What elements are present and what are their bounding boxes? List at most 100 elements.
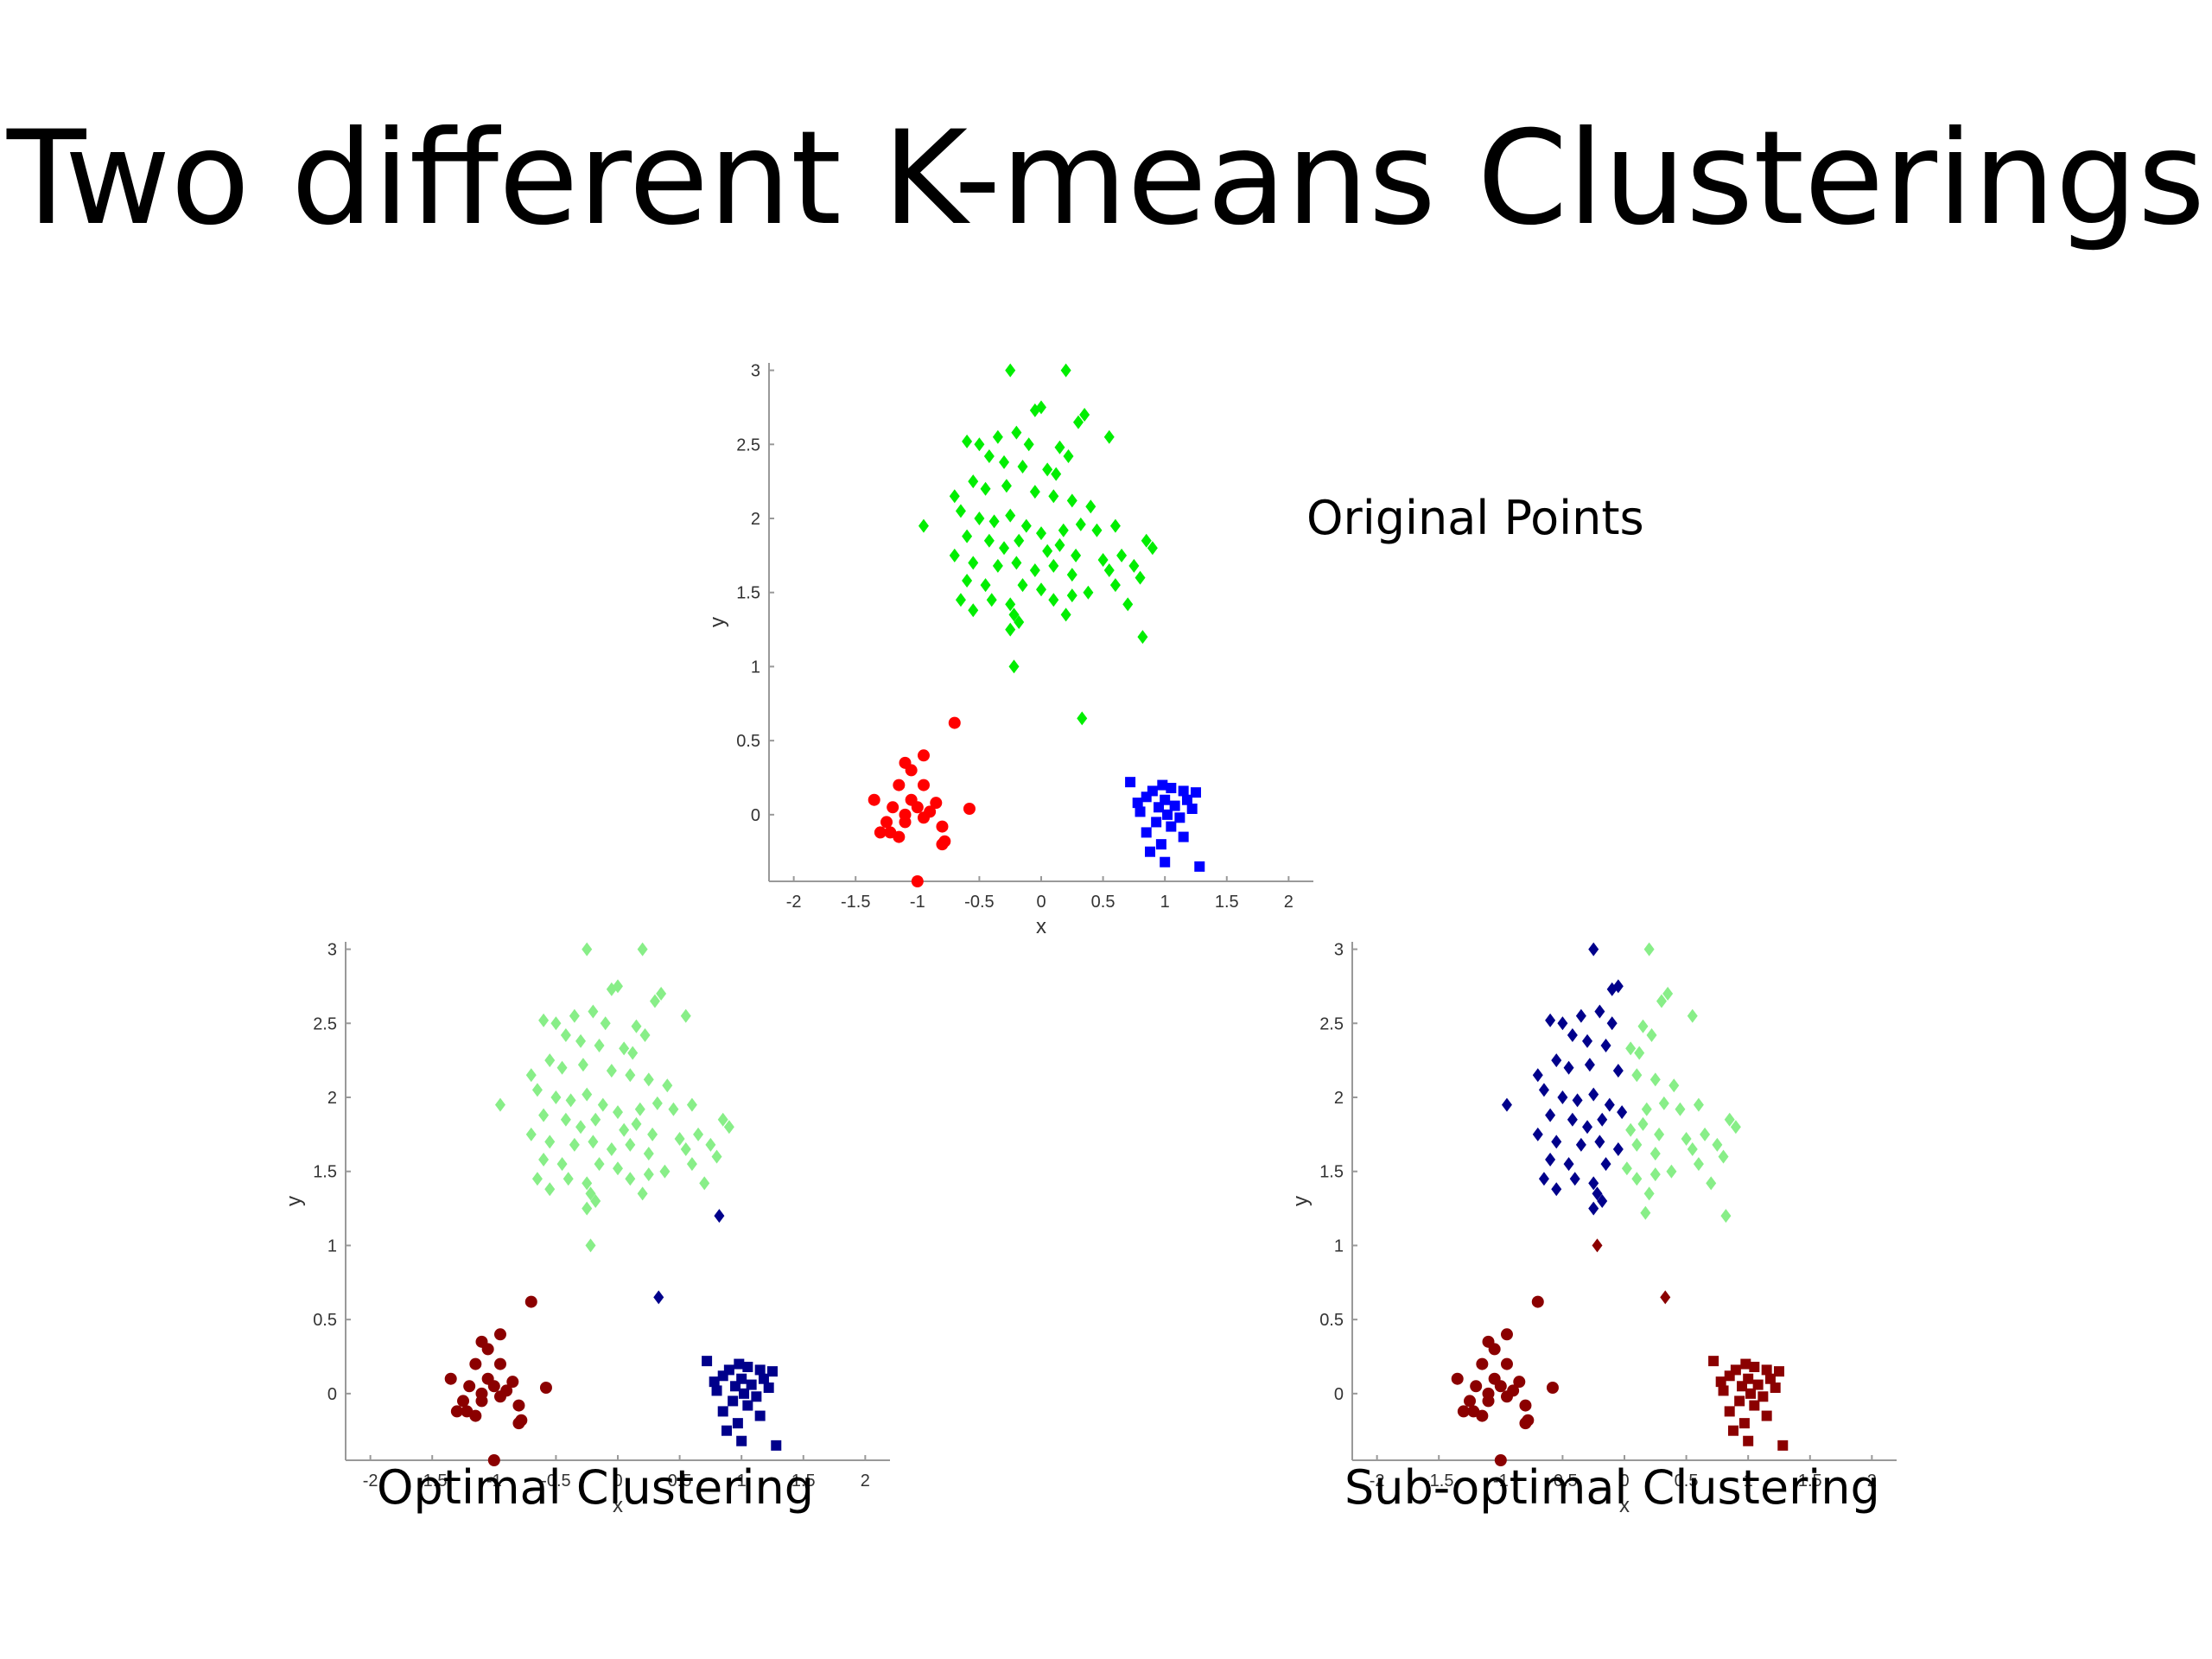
- scatter-point-diamond: [1048, 558, 1059, 573]
- scatter-point-circle: [1482, 1395, 1495, 1408]
- scatter-point-diamond: [1077, 711, 1088, 726]
- x-tick-label: -1: [910, 893, 925, 912]
- scatter-point-circle: [874, 826, 887, 839]
- scatter-point-diamond: [1681, 1132, 1692, 1146]
- y-tick-label: 0: [327, 1385, 337, 1404]
- scatter-point-diamond: [494, 1097, 505, 1112]
- scatter-point-diamond: [1545, 1153, 1556, 1166]
- scatter-point-diamond: [1569, 1172, 1580, 1186]
- optimal-clustering-svg: -2 -1.5 -1 -0.5 0 0.5 1 1.5 2 0 0.5 1 1.5 2 2.5 3 x y: [285, 941, 890, 1512]
- scatter-point-square: [1761, 1410, 1772, 1421]
- scatter-point-diamond: [582, 1201, 593, 1216]
- scatter-point-circle: [930, 797, 943, 810]
- scatter-point-diamond: [1532, 1127, 1543, 1141]
- scatter-point-diamond: [606, 1142, 617, 1156]
- scatter-point-diamond: [1567, 1028, 1578, 1042]
- scatter-point-diamond: [1079, 408, 1090, 422]
- scatter-point-diamond: [1051, 467, 1062, 481]
- caption-original-points: Original Points: [1306, 491, 1644, 545]
- y-tick-label: 0.5: [313, 1311, 337, 1330]
- scatter-point-square: [1166, 821, 1177, 832]
- scatter-point-diamond: [1001, 479, 1012, 493]
- x-tick-label: 1.5: [1798, 1471, 1822, 1491]
- x-tick-label: 1: [1744, 1471, 1753, 1491]
- scatter-point-diamond: [1017, 578, 1028, 593]
- scatter-point-diamond: [538, 1153, 550, 1166]
- scatter-point-diamond: [627, 1046, 639, 1060]
- scatter-point-square: [742, 1400, 753, 1411]
- scatter-point-diamond: [1631, 1068, 1643, 1083]
- scatter-point-diamond: [714, 1209, 725, 1224]
- scatter-point-diamond: [1122, 597, 1134, 612]
- scatter-point-diamond: [1141, 533, 1152, 548]
- y-tick-label: 1.5: [1319, 1163, 1344, 1182]
- scatter-point-diamond: [569, 1137, 580, 1152]
- scatter-point-diamond: [1054, 440, 1065, 454]
- scatter-point-diamond: [1557, 1090, 1568, 1104]
- scatter-point-diamond: [1005, 622, 1016, 637]
- scatter-point-diamond: [1567, 1112, 1578, 1127]
- scatter-point-square: [1169, 800, 1180, 811]
- y-axis-label: y: [285, 1196, 306, 1206]
- scatter-point-diamond: [619, 1041, 630, 1056]
- scatter-point-square: [1708, 1356, 1719, 1367]
- scatter-point-diamond: [1700, 1127, 1711, 1141]
- scatter-point-square: [1160, 856, 1171, 868]
- scatter-point-diamond: [1048, 489, 1059, 504]
- x-tick-label: -2: [786, 893, 802, 912]
- scatter-point-diamond: [1600, 1157, 1611, 1172]
- scatter-point-diamond: [1029, 403, 1040, 417]
- scatter-point-diamond: [631, 1019, 642, 1033]
- scatter-point-diamond: [1563, 1157, 1574, 1172]
- scatter-point-diamond: [1612, 1064, 1624, 1078]
- scatter-point-diamond: [659, 1164, 671, 1179]
- scatter-point-diamond: [1693, 1097, 1704, 1112]
- scatter-point-diamond: [531, 1172, 543, 1186]
- scatter-point-circle: [868, 793, 880, 806]
- scatter-point-diamond: [525, 1127, 537, 1141]
- y-tick-label: 1.5: [313, 1163, 337, 1182]
- scatter-point-square: [1777, 1440, 1789, 1451]
- scatter-point-diamond: [556, 1157, 568, 1172]
- y-tick-label: 0: [751, 806, 760, 825]
- scatter-point-circle: [512, 1417, 525, 1430]
- y-tick-label: 1: [1334, 1236, 1344, 1255]
- scatter-point-diamond: [680, 1008, 691, 1023]
- scatter-point-diamond: [544, 1135, 556, 1149]
- scatter-point-diamond: [560, 1112, 571, 1127]
- y-tick-label: 0.5: [1319, 1311, 1344, 1330]
- scatter-point-diamond: [560, 1028, 571, 1042]
- scatter-point-diamond: [983, 533, 995, 548]
- y-tick-label: 3: [1334, 941, 1344, 960]
- y-tick-label: 1.5: [736, 584, 760, 603]
- scatter-point-diamond: [588, 1135, 599, 1149]
- scatter-point-diamond: [1656, 994, 1667, 1008]
- scatter-point-square: [717, 1370, 728, 1382]
- scatter-point-diamond: [1572, 1093, 1583, 1108]
- scatter-point-square: [1125, 777, 1136, 788]
- scatter-point-diamond: [1103, 563, 1115, 577]
- scatter-point-diamond: [1042, 462, 1053, 477]
- scatter-point-diamond: [1649, 1167, 1661, 1182]
- scatter-point-diamond: [949, 489, 960, 504]
- scatter-point-circle: [917, 811, 930, 824]
- scatter-point-diamond: [1011, 556, 1022, 570]
- x-tick-label: 0.5: [1091, 893, 1116, 912]
- slide-title: Two different K-means Clusterings: [6, 104, 2206, 254]
- scatter-point-diamond: [986, 593, 997, 607]
- scatter-point-diamond: [1597, 1194, 1608, 1208]
- scatter-point-circle: [893, 779, 906, 791]
- x-tick-label: 2: [1284, 893, 1294, 912]
- x-tick-label: 0.5: [1675, 1471, 1699, 1491]
- scatter-point-square: [709, 1376, 720, 1388]
- scatter-point-circle: [487, 1380, 500, 1393]
- scatter-point-diamond: [1557, 1016, 1568, 1031]
- scatter-point-diamond: [1066, 588, 1077, 603]
- scatter-point-diamond: [1649, 1072, 1661, 1087]
- x-tick-label: 0.5: [668, 1471, 692, 1491]
- scatter-point-diamond: [585, 1238, 596, 1253]
- scatter-point-square: [751, 1391, 762, 1402]
- scatter-point-square: [1715, 1376, 1726, 1388]
- x-tick-label: -2: [1370, 1471, 1385, 1491]
- scatter-point-diamond: [1014, 533, 1025, 548]
